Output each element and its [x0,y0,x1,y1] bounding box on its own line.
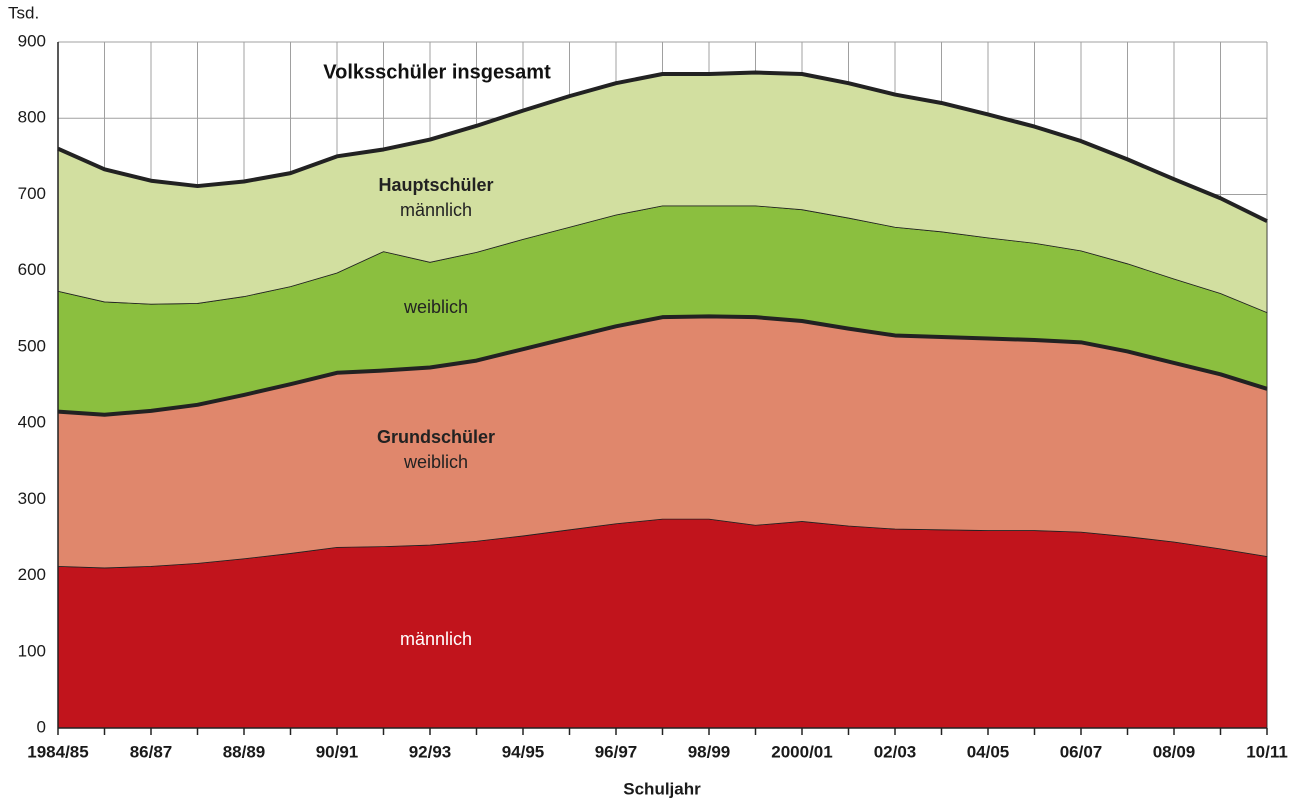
y-tick-label: 500 [18,336,46,355]
x-tick-label: 04/05 [967,742,1010,761]
y-tick-label: 400 [18,413,46,432]
x-tick-label: 06/07 [1060,742,1103,761]
x-tick-label: 10/11 [1246,742,1288,761]
x-tick-label: 92/93 [409,742,452,761]
x-tick-label: 2000/01 [771,742,832,761]
y-axis-label: Tsd. [8,3,39,22]
y-tick-label: 200 [18,565,46,584]
outline [57,70,1268,223]
y-tick-label: 0 [37,717,46,736]
x-tick-label: 08/09 [1153,742,1196,761]
y-tick-label: 100 [18,641,46,660]
x-tick-label: 86/87 [130,742,173,761]
x-tick-label: 90/91 [316,742,359,761]
y-tick-label: 800 [18,108,46,127]
annotation: männlich [400,629,472,649]
x-tick-label: 98/99 [688,742,731,761]
x-tick-label: 02/03 [874,742,917,761]
x-tick-label: 94/95 [502,742,545,761]
y-tick-label: 900 [18,31,46,50]
x-tick-label: 96/97 [595,742,638,761]
y-tick-label: 300 [18,489,46,508]
y-tick-label: 600 [18,260,46,279]
y-tick-label: 700 [18,184,46,203]
x-tick-label: 88/89 [223,742,266,761]
x-tick-label: 1984/85 [27,742,88,761]
annotation: Hauptschüler [378,175,493,195]
annotation: weiblich [403,452,468,472]
outline [57,314,1268,417]
annotation: weiblich [403,297,468,317]
x-axis-label: Schuljahr [623,779,701,798]
annotation: Grundschüler [377,427,495,447]
annotation: männlich [400,200,472,220]
annotation: Volksschüler insgesamt [323,61,551,83]
